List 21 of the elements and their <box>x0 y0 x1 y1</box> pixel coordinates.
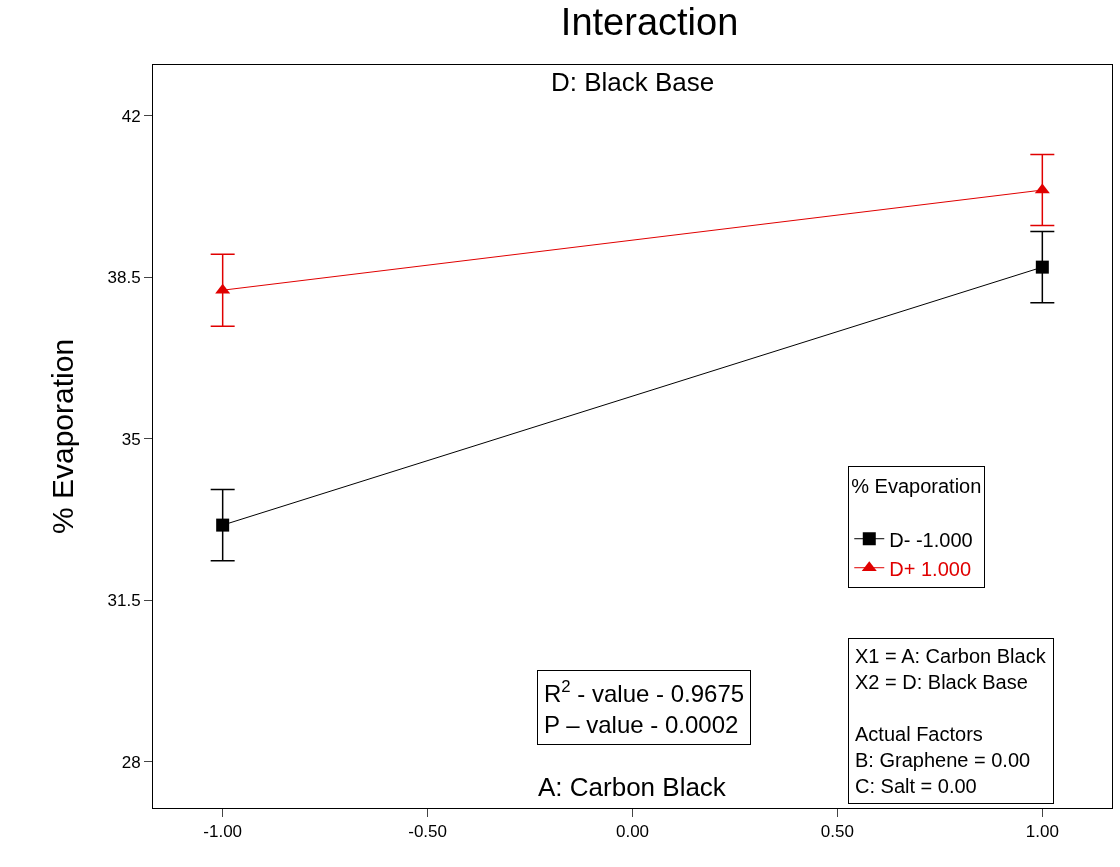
legend-label: D+ 1.000 <box>889 557 972 580</box>
legend-title: % Evaporation <box>851 475 982 498</box>
x-axis-title: A: Carbon Black <box>538 772 727 802</box>
x-tick-label: -1.00 <box>203 822 243 842</box>
legend-label: D- -1.000 <box>889 528 973 551</box>
y-tick-label: 35 <box>121 429 141 449</box>
chart-subtitle: D: Black Base <box>551 67 715 97</box>
y-tick-label: 28 <box>121 752 141 772</box>
y-axis-title: % Evaporation <box>45 338 79 535</box>
y-tick-label: 31.5 <box>107 591 141 611</box>
chart-title: Interaction <box>560 1 739 44</box>
x-tick-label: 1.00 <box>1025 822 1059 842</box>
x-tick-label: -0.50 <box>408 822 447 842</box>
y-tick-label: 38.5 <box>107 268 141 288</box>
annotation: R$^{2}$ - value - 0.9675 P – value - 0.0002 <box>544 677 745 739</box>
point <box>1035 260 1049 274</box>
x-tick-label: 0.50 <box>820 822 854 842</box>
y-tick-label: 42 <box>121 106 141 126</box>
text: X1 = A: Carbon Black X2 = D: Black Base Actual Factors B: Graphene = 0.00 C: Salt = 0.00 <box>855 645 1046 797</box>
x-tick-label: 0.00 <box>615 822 650 842</box>
point <box>216 518 230 532</box>
